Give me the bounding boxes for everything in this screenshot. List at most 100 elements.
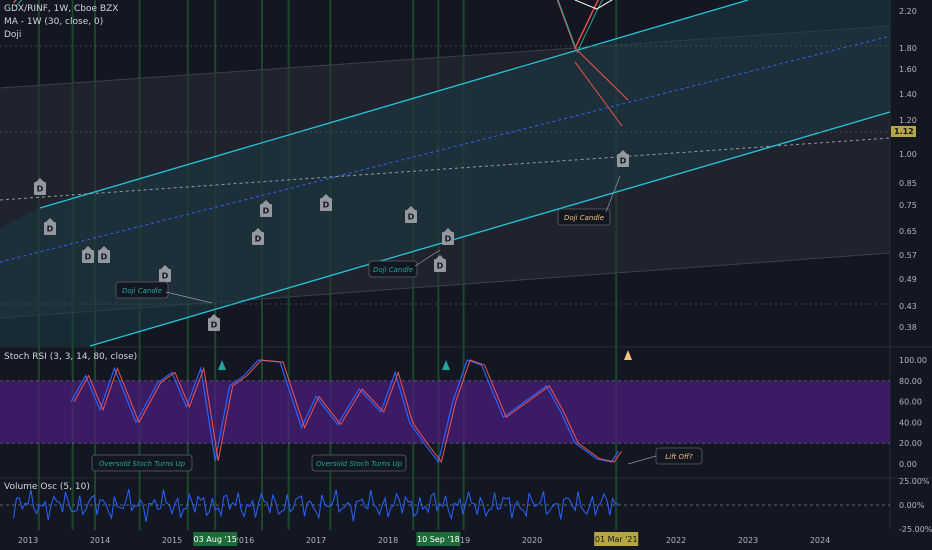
ma-title[interactable]: MA - 1W (30, close, 0) bbox=[4, 17, 104, 27]
doji-marker-label: D bbox=[445, 235, 452, 244]
time-tick: 2017 bbox=[306, 536, 326, 545]
callout-leader bbox=[165, 291, 213, 304]
price-tick: 0.43 bbox=[899, 302, 917, 311]
volume-tick: 25.00% bbox=[899, 477, 930, 486]
time-highlight-tag bbox=[416, 532, 461, 546]
time-tick: 2015 bbox=[162, 536, 182, 545]
oversold-label-1-box bbox=[91, 454, 193, 472]
doji-marker-tip bbox=[262, 200, 270, 204]
stoch-tick: 60.00 bbox=[899, 398, 922, 407]
doji-marker bbox=[442, 232, 454, 245]
doji-marker bbox=[44, 222, 56, 235]
oversold-label-2-box bbox=[311, 454, 407, 472]
doji-marker bbox=[252, 232, 264, 245]
time-tick: 2013 bbox=[18, 536, 38, 545]
doji-marker-label: D bbox=[408, 213, 415, 222]
doji-marker bbox=[208, 318, 220, 331]
doji-marker-tip bbox=[322, 194, 330, 198]
time-tick: 2018 bbox=[378, 536, 398, 545]
teal-channel-fill bbox=[0, 0, 890, 346]
last-price-tag bbox=[891, 126, 916, 137]
time-highlight-label: 03 Aug '15 bbox=[194, 535, 237, 544]
oversold-label-2: Oversold Stoch Turns Up bbox=[316, 460, 403, 468]
doji-marker bbox=[159, 269, 171, 282]
doji-marker-label: D bbox=[101, 253, 108, 262]
stoch-title[interactable]: Stoch RSI (3, 3, 14, 80, close) bbox=[4, 352, 138, 362]
doji-title[interactable]: Doji bbox=[4, 30, 22, 40]
doji-marker-label: D bbox=[162, 272, 169, 281]
price-tick: 2.20 bbox=[899, 7, 917, 16]
price-tick: 0.49 bbox=[899, 275, 917, 284]
doji-candle-label-2: Doji Candle bbox=[373, 266, 413, 274]
doji-marker-tip bbox=[444, 228, 452, 232]
rocket-icon bbox=[442, 360, 450, 370]
price-tick: 1.60 bbox=[899, 65, 917, 74]
doji-marker bbox=[34, 182, 46, 195]
channel-top-line bbox=[39, 0, 749, 209]
volume-tick: 0.00% bbox=[899, 501, 925, 510]
stoch-tick: 40.00 bbox=[899, 418, 922, 427]
doji-marker-label: D bbox=[263, 207, 270, 216]
volume-osc-line bbox=[13, 488, 619, 522]
oversold-label-1: Oversold Stoch Turns Up bbox=[99, 460, 186, 468]
doji-marker-label: D bbox=[85, 253, 92, 262]
doji-marker-tip bbox=[407, 206, 415, 210]
rocket-icon bbox=[218, 360, 226, 370]
time-tick: 2022 bbox=[666, 536, 686, 545]
volume-tick: -25.00% bbox=[899, 525, 932, 534]
price-tick: 0.75 bbox=[899, 201, 917, 210]
rocket-icon bbox=[624, 350, 632, 360]
time-highlight-tag bbox=[193, 532, 238, 546]
doji-marker-label: D bbox=[211, 321, 218, 330]
doji-marker bbox=[434, 259, 446, 272]
volume-title[interactable]: Volume Osc (5, 10) bbox=[4, 482, 90, 492]
time-highlight-label: 10 Sep '18 bbox=[417, 535, 460, 544]
doji-candle-label-1-box bbox=[115, 281, 169, 299]
price-tick: 0.65 bbox=[899, 227, 917, 236]
doji-marker-label: D bbox=[323, 201, 330, 210]
doji-marker-label: D bbox=[620, 157, 627, 166]
doji-marker-tip bbox=[36, 178, 44, 182]
doji-marker bbox=[98, 250, 110, 263]
doji-marker-tip bbox=[84, 246, 92, 250]
gray-dashed-trend bbox=[0, 137, 891, 201]
doji-marker-tip bbox=[436, 255, 444, 259]
time-tick: 2024 bbox=[810, 536, 830, 545]
wedge-top bbox=[574, 47, 629, 101]
time-tick: 2016 bbox=[234, 536, 254, 545]
stoch-tick: 20.00 bbox=[899, 439, 922, 448]
callout-leader bbox=[414, 249, 441, 267]
price-tick: 0.57 bbox=[899, 251, 917, 260]
price-tick: 0.85 bbox=[899, 179, 917, 188]
price-tick: 1.40 bbox=[899, 90, 917, 99]
doji-marker-label: D bbox=[255, 235, 262, 244]
doji-marker-tip bbox=[46, 218, 54, 222]
doji-marker-label: D bbox=[437, 262, 444, 271]
doji-marker bbox=[320, 198, 332, 211]
wedge-bottom bbox=[574, 61, 623, 127]
symbol-title[interactable]: GDX/RINF, 1W, Cboe BZX bbox=[4, 4, 119, 14]
doji-marker-tip bbox=[100, 246, 108, 250]
stoch-tick: 80.00 bbox=[899, 377, 922, 386]
stoch-tick: 0.00 bbox=[899, 460, 917, 469]
price-tick: 1.80 bbox=[899, 44, 917, 53]
lift-off-label: Lift Off? bbox=[665, 453, 693, 461]
doji-marker-tip bbox=[161, 265, 169, 269]
time-highlight-label: 01 Mar '21 bbox=[595, 535, 638, 544]
doji-marker bbox=[260, 204, 272, 217]
time-tick: 2023 bbox=[738, 536, 758, 545]
doji-marker bbox=[617, 154, 629, 167]
price-tick: 1.00 bbox=[899, 150, 917, 159]
doji-marker bbox=[405, 210, 417, 223]
time-tick: 2014 bbox=[90, 536, 110, 545]
doji-marker-tip bbox=[619, 150, 627, 154]
doji-candle-label-1: Doji Candle bbox=[122, 287, 162, 295]
doji-candle-label-3-box bbox=[557, 208, 611, 226]
doji-marker bbox=[82, 250, 94, 263]
stoch-d-line bbox=[73, 359, 622, 464]
doji-marker-label: D bbox=[47, 225, 54, 234]
doji-candle-label-3: Doji Candle bbox=[564, 214, 604, 222]
callout-leader bbox=[627, 455, 657, 465]
